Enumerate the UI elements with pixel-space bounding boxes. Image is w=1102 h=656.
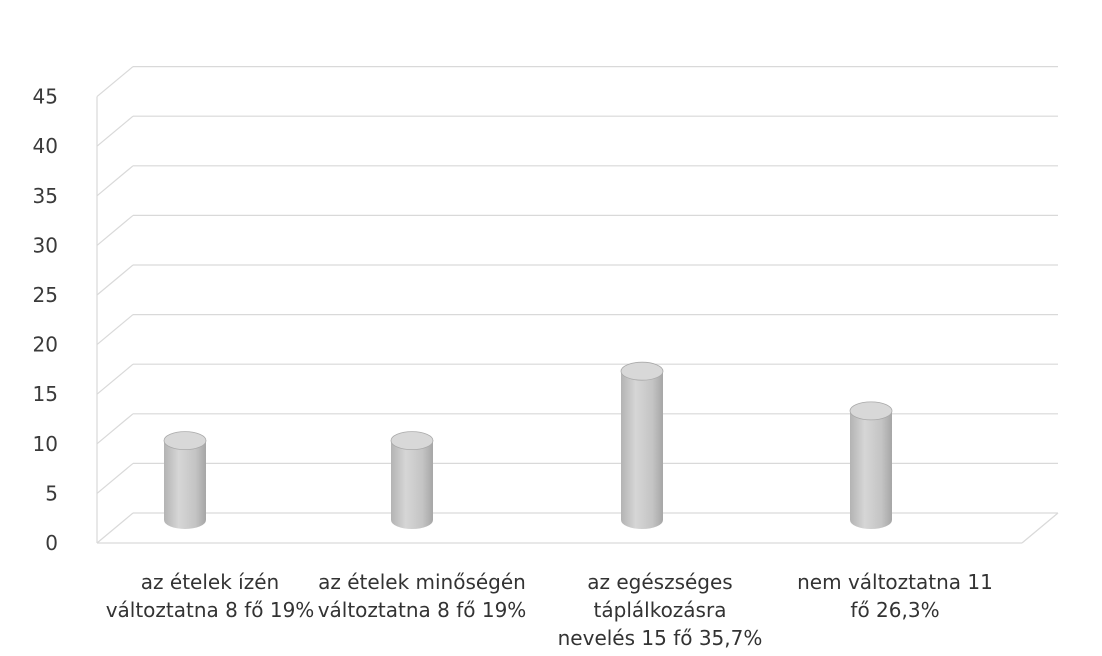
bar [390, 431, 434, 529]
bar-top [620, 361, 664, 381]
gridline-side [96, 363, 134, 395]
gridline-side [96, 462, 134, 494]
y-tick-label: 20 [33, 333, 58, 357]
bar [620, 361, 664, 529]
bar-body [850, 410, 892, 529]
gridline-side [96, 264, 134, 296]
bar-top [849, 401, 893, 421]
y-tick-label: 5 [45, 481, 58, 505]
bar [163, 431, 207, 529]
y-tick-label: 25 [33, 283, 58, 307]
y-tick-label: 30 [33, 233, 58, 257]
category-label-4: nem változtatna 11 fő 26,3% [797, 570, 993, 622]
y-tick-label: 40 [33, 134, 58, 158]
category-label-1: az ételek ízén változtatna 8 fő 19% [105, 570, 315, 622]
gridline-side [96, 115, 134, 147]
floor-right-edge [1021, 512, 1059, 544]
bar-top [390, 431, 434, 451]
bar-body [391, 440, 433, 529]
gridline-side [96, 512, 134, 544]
gridline-side [96, 66, 134, 98]
bar [849, 401, 893, 529]
y-tick-label: 0 [45, 531, 58, 555]
bar-body [164, 440, 206, 529]
gridline-side [96, 413, 134, 445]
gridline-side [96, 214, 134, 246]
gridline-side [96, 314, 134, 346]
y-tick-label: 10 [33, 432, 58, 456]
bar-body [621, 371, 663, 529]
category-label-2: az ételek minőségén változtatna 8 fő 19% [317, 570, 527, 622]
y-tick-label: 35 [33, 184, 58, 208]
gridline-side [96, 165, 134, 197]
y-tick-label: 15 [33, 382, 58, 406]
bar-top [163, 431, 207, 451]
category-label-3: az egészséges táplálkozásra nevelés 15 f… [557, 570, 763, 650]
y-tick-label: 45 [33, 85, 58, 109]
